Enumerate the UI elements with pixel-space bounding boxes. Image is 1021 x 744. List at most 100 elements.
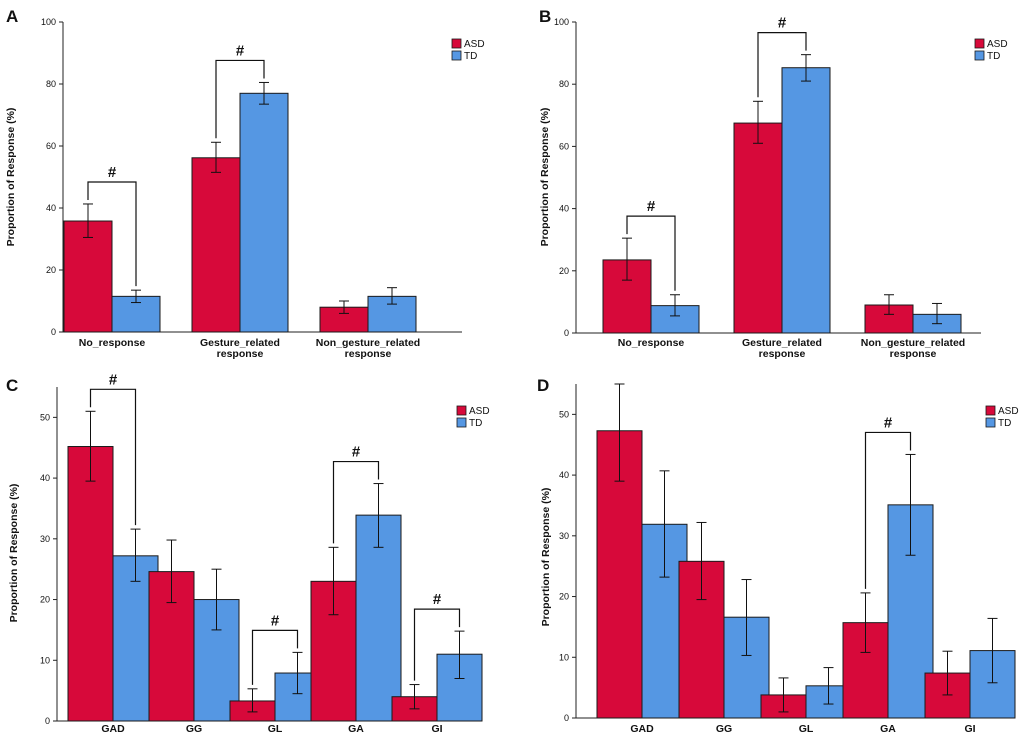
bar-asd (191, 157, 241, 333)
y-tick-label: 20 (40, 595, 50, 605)
significance-bracket (251, 629, 299, 685)
y-tick-label: 50 (559, 409, 569, 419)
x-category-label: GA (348, 723, 364, 735)
x-category-label: response (890, 348, 937, 360)
bar-asd (602, 259, 652, 334)
significance-marker: # (271, 612, 280, 629)
x-category-label: GAD (630, 723, 654, 735)
y-tick-label: 80 (559, 79, 569, 89)
y-axis-label: Proportion of Response (%) (540, 488, 552, 627)
y-axis-label: Proportion of Response (%) (8, 484, 20, 623)
legend-swatch-td (974, 50, 985, 61)
significance-marker: # (236, 42, 245, 59)
y-axis-label: Proportion of Response (%) (5, 108, 17, 247)
significance-bracket (215, 59, 265, 139)
significance-marker: # (647, 198, 656, 215)
y-tick-label: 10 (40, 655, 50, 665)
significance-marker: # (433, 591, 442, 608)
panel-label: A (6, 7, 18, 26)
legend-swatch-td (456, 417, 467, 428)
x-category-label: GL (268, 723, 283, 735)
y-tick-label: 40 (559, 470, 569, 480)
bar-asd (63, 220, 113, 333)
chart-svg: C Proportion of Response (%) 0 10 20 30 40 50 GA… (6, 371, 490, 735)
legend-label-asd: ASD (987, 39, 1008, 50)
chart-svg: A Proportion of Response (%) 0 20 40 60 80 100 N… (5, 7, 485, 360)
chart-panel-d: D Proportion of Response (%) 0 10 20 30 40 50 GA… (510, 370, 1021, 739)
significance-bracket (626, 215, 676, 291)
x-category-label: response (345, 348, 392, 360)
significance-bracket (87, 181, 137, 287)
x-category-label: GG (186, 723, 202, 735)
significance-bracket (332, 460, 380, 544)
y-tick-label: 0 (45, 716, 50, 726)
bar-asd (733, 122, 783, 334)
y-axis-label: Proportion of Response (%) (539, 108, 551, 247)
significance-marker: # (108, 164, 117, 181)
y-tick-label: 10 (559, 652, 569, 662)
chart-panel-a: A Proportion of Response (%) 0 20 40 60 80 100 N… (0, 0, 510, 370)
y-tick-label: 80 (46, 79, 56, 89)
legend-swatch-asd (985, 405, 996, 416)
legend-label-asd: ASD (998, 406, 1019, 417)
legend-label-asd: ASD (464, 39, 485, 50)
bar-td (355, 514, 402, 722)
legend-swatch-td (985, 417, 996, 428)
y-tick-label: 60 (559, 141, 569, 151)
legend-label-td: TD (998, 418, 1011, 429)
significance-bracket (413, 608, 461, 681)
y-tick-label: 40 (40, 473, 50, 483)
x-category-label: No_response (79, 337, 146, 349)
y-tick-label: 0 (51, 327, 56, 337)
panel-label: B (539, 7, 551, 26)
x-category-label: GL (799, 723, 814, 735)
x-category-label: GI (431, 723, 442, 735)
x-category-label: GI (964, 723, 975, 735)
y-tick-label: 100 (554, 17, 569, 27)
legend-swatch-asd (974, 38, 985, 49)
y-tick-label: 100 (41, 17, 56, 27)
x-category-label: Non_gesture_related (316, 337, 420, 349)
significance-bracket (864, 431, 912, 589)
bar-td (781, 67, 831, 334)
legend-label-td: TD (987, 51, 1000, 62)
legend-swatch-td (451, 50, 462, 61)
bar-td (239, 92, 289, 333)
significance-bracket (89, 388, 137, 526)
x-category-label: response (217, 348, 264, 360)
significance-marker: # (109, 371, 118, 388)
x-category-label: Gesture_related (200, 337, 280, 349)
panel-label: D (537, 376, 549, 395)
chart-svg: D Proportion of Response (%) 0 10 20 30 40 50 GA… (537, 376, 1019, 735)
legend-swatch-asd (456, 405, 467, 416)
y-tick-label: 30 (559, 531, 569, 541)
y-tick-label: 40 (559, 204, 569, 214)
x-category-label: No_response (618, 337, 685, 349)
x-category-label: GAD (101, 723, 125, 735)
y-tick-label: 30 (40, 534, 50, 544)
legend-label-td: TD (464, 51, 477, 62)
significance-marker: # (778, 15, 787, 32)
y-tick-label: 20 (559, 592, 569, 602)
y-tick-label: 40 (46, 203, 56, 213)
chart-svg: B Proportion of Response (%) 0 20 40 60 80 100 N… (539, 7, 1008, 360)
y-tick-label: 60 (46, 141, 56, 151)
significance-marker: # (352, 444, 361, 461)
y-tick-label: 50 (40, 412, 50, 422)
x-category-label: Gesture_related (742, 337, 822, 349)
x-category-label: GG (716, 723, 732, 735)
y-tick-label: 0 (564, 713, 569, 723)
y-tick-label: 20 (46, 265, 56, 275)
y-tick-label: 20 (559, 266, 569, 276)
legend-label-asd: ASD (469, 406, 490, 417)
legend-label-td: TD (469, 418, 482, 429)
y-tick-label: 0 (564, 328, 569, 338)
panel-label: C (6, 376, 18, 395)
bar-asd (67, 446, 114, 722)
chart-panel-b: B Proportion of Response (%) 0 20 40 60 80 100 N… (510, 0, 1021, 370)
significance-marker: # (884, 414, 893, 431)
chart-panel-c: C Proportion of Response (%) 0 10 20 30 40 50 GA… (0, 370, 510, 739)
x-category-label: response (759, 348, 806, 360)
significance-bracket (757, 32, 807, 98)
x-category-label: Non_gesture_related (861, 337, 965, 349)
